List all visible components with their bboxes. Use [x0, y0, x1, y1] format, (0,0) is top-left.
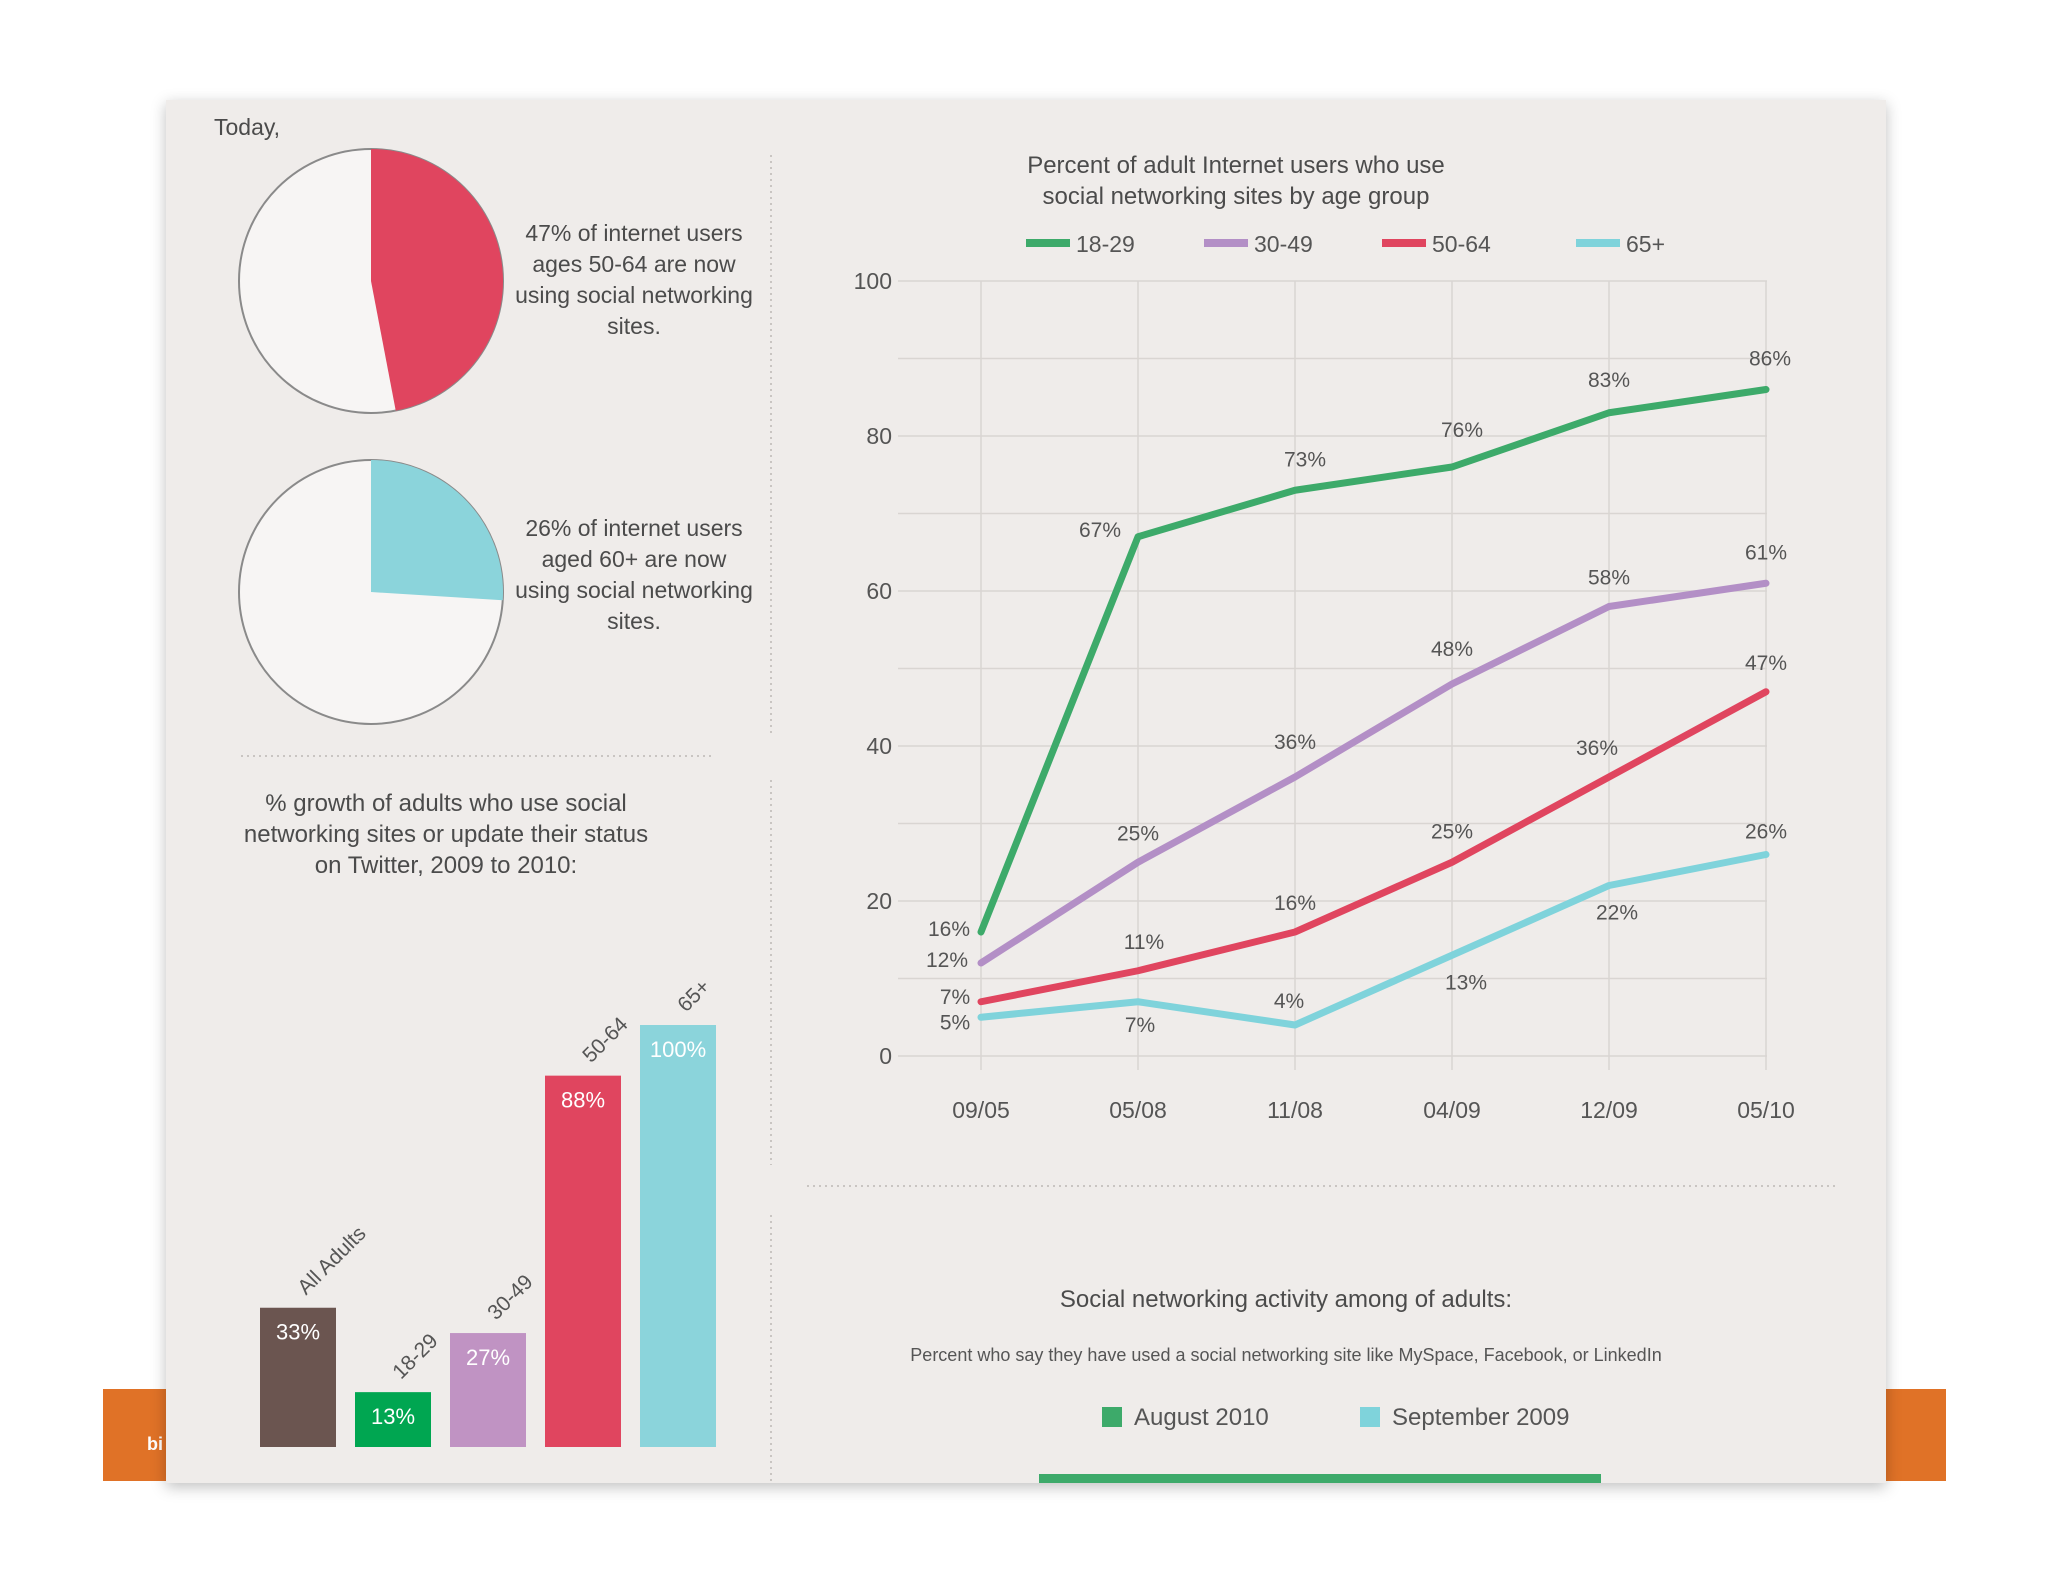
- legend-label: 50-64: [1432, 231, 1491, 257]
- bar-30-49: [450, 1333, 526, 1447]
- bar-value-label: 13%: [371, 1404, 415, 1429]
- data-label: 16%: [1274, 892, 1316, 915]
- data-label: 83%: [1588, 369, 1630, 392]
- bar-18-29: [355, 1392, 431, 1447]
- x-tick-label: 04/09: [1423, 1097, 1481, 1123]
- x-tick-label: 12/09: [1580, 1097, 1638, 1123]
- bar-50-64: [545, 1075, 621, 1447]
- activity-subtitle: Percent who say they have used a social …: [910, 1345, 1662, 1365]
- activity-bar-august-2010: [1039, 1474, 1601, 1483]
- series-line-30-49: [977, 579, 1770, 967]
- bar-category-label: All Adults: [293, 1222, 370, 1299]
- bar-category-label: 18-29: [388, 1329, 442, 1383]
- bar-65+: [640, 1025, 716, 1447]
- line-chart-title: Percent of adult Internet users who use …: [1027, 152, 1445, 210]
- data-label: 7%: [1125, 1014, 1155, 1037]
- data-label: 5%: [940, 1011, 970, 1034]
- footer-accent-right: [1880, 1389, 1946, 1481]
- series-line-18-29: [977, 386, 1770, 936]
- bar-value-label: 27%: [466, 1345, 510, 1370]
- today-label: Today,: [214, 114, 281, 140]
- data-label: 76%: [1441, 419, 1483, 442]
- data-label: 73%: [1284, 448, 1326, 471]
- legend-swatch: [1360, 1407, 1380, 1427]
- bar-chart-title: % growth of adults who use social networ…: [243, 790, 649, 879]
- bar-value-label: 88%: [561, 1088, 605, 1113]
- y-tick-label: 80: [866, 423, 892, 449]
- legend-swatch: [1102, 1407, 1122, 1427]
- data-label: 47%: [1745, 652, 1787, 675]
- legend-label: September 2009: [1392, 1404, 1570, 1431]
- x-tick-label: 05/10: [1737, 1097, 1795, 1123]
- data-label: 13%: [1445, 971, 1487, 994]
- y-tick-label: 40: [866, 733, 892, 759]
- legend-swatch: [1204, 239, 1248, 247]
- x-tick-label: 09/05: [952, 1097, 1010, 1123]
- activity-legend-september-2009: September 2009: [1360, 1404, 1569, 1432]
- data-label: 16%: [928, 918, 970, 941]
- legend-swatch: [1382, 239, 1426, 247]
- y-tick-label: 20: [866, 888, 892, 914]
- legend-label: 30-49: [1254, 231, 1313, 257]
- bar-category-label: 50-64: [578, 1013, 632, 1067]
- y-tick-label: 60: [866, 578, 892, 604]
- legend-swatch: [1026, 239, 1070, 247]
- pie-slice: [371, 149, 503, 411]
- bar-category-label: 30-49: [483, 1270, 537, 1324]
- data-label: 22%: [1596, 902, 1638, 925]
- x-tick-label: 11/08: [1267, 1097, 1323, 1123]
- series-line-65-plus: [977, 851, 1770, 1029]
- activity-title: Social networking activity among of adul…: [1059, 1286, 1513, 1313]
- data-label: 36%: [1274, 731, 1316, 754]
- bar-value-label: 33%: [276, 1320, 320, 1345]
- x-tick-label: 05/08: [1109, 1097, 1167, 1123]
- bar-category-label: 65+: [673, 975, 714, 1016]
- series-line-50-64: [977, 688, 1770, 1006]
- data-label: 48%: [1431, 638, 1473, 661]
- infographic-graphics: 33% All Adults 13% 18-29 27% 30-49 88% 50-64 100…: [238, 148, 1836, 1483]
- data-label: 61%: [1745, 541, 1787, 564]
- legend-label: 65+: [1626, 231, 1665, 257]
- data-label: 25%: [1117, 822, 1159, 845]
- data-label: 7%: [940, 986, 970, 1009]
- y-tick-label: 0: [879, 1043, 892, 1069]
- legend-label: 18-29: [1076, 231, 1135, 257]
- data-label: 26%: [1745, 821, 1787, 844]
- pie-slice: [371, 460, 503, 601]
- legend-label: August 2010: [1134, 1404, 1269, 1431]
- activity-legend-august-2010: August 2010: [1102, 1404, 1269, 1432]
- data-label: 86%: [1749, 348, 1791, 371]
- data-label: 4%: [1274, 990, 1304, 1013]
- pie-caption-50-64: 47% of internet users ages 50-64 are now…: [515, 220, 753, 339]
- pie-caption-60-plus: 26% of internet users aged 60+ are now u…: [515, 515, 753, 634]
- bar-all-adults: [260, 1307, 336, 1447]
- infographic-panel: 33% All Adults 13% 18-29 27% 30-49 88% 50-64 100…: [166, 100, 1886, 1483]
- data-label: 36%: [1576, 737, 1618, 760]
- footer-text: bi: [147, 1434, 163, 1454]
- bar-value-label: 100%: [650, 1037, 706, 1062]
- data-label: 25%: [1431, 820, 1473, 843]
- data-label: 67%: [1079, 519, 1121, 542]
- data-label: 58%: [1588, 567, 1630, 590]
- data-label: 12%: [926, 949, 968, 972]
- legend-swatch: [1576, 239, 1620, 247]
- y-tick-label: 100: [854, 268, 892, 294]
- data-label: 11%: [1124, 931, 1164, 954]
